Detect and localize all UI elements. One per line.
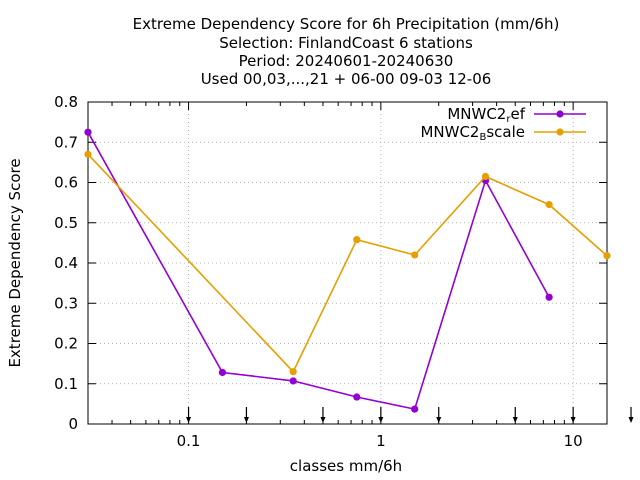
class-markers bbox=[186, 407, 634, 423]
data-point bbox=[411, 251, 419, 259]
title-line-1: Extreme Dependency Score for 6h Precipit… bbox=[133, 15, 560, 33]
y-tick-label: 0.2 bbox=[54, 335, 78, 353]
data-point bbox=[84, 128, 92, 136]
data-point bbox=[481, 172, 490, 181]
title-line-2: Selection: FinlandCoast 6 stations bbox=[219, 34, 473, 52]
class-arrow-head bbox=[628, 417, 634, 423]
y-tick-label: 0.6 bbox=[54, 174, 78, 192]
legend-point bbox=[556, 110, 564, 118]
plot-frame bbox=[87, 101, 608, 425]
axis-ticks: 0 0.1 0.2 0.3 0.4 0.5 0.6 0.7 0.8 0.1 1 10 bbox=[54, 93, 607, 450]
y-tick-label: 0.3 bbox=[54, 294, 78, 312]
x-axis-label: classes mm/6h bbox=[290, 457, 402, 475]
chart-title: Extreme Dependency Score for 6h Precipit… bbox=[133, 15, 560, 88]
data-point bbox=[545, 201, 553, 209]
legend-label: MNWC2Bscale bbox=[420, 123, 525, 143]
data-point bbox=[353, 393, 361, 401]
data-point bbox=[218, 368, 227, 377]
legend-label-sub: B bbox=[479, 132, 486, 143]
grid bbox=[88, 102, 607, 424]
data-point bbox=[545, 293, 553, 301]
legend-label-main: MNWC2 bbox=[447, 105, 506, 123]
data-point bbox=[289, 377, 297, 385]
y-tick-label: 0.8 bbox=[54, 93, 78, 111]
y-tick-label: 0.1 bbox=[54, 375, 78, 393]
x-tick-label: 0.1 bbox=[177, 432, 201, 450]
legend-label-rest: scale bbox=[486, 123, 525, 141]
title-line-4: Used 00,03,...,21 + 06-00 09-03 12-06 bbox=[201, 70, 492, 88]
data-point bbox=[603, 252, 611, 260]
legend-label-sub: r bbox=[506, 114, 511, 125]
series bbox=[84, 128, 611, 413]
legend-label-main: MNWC2 bbox=[420, 123, 479, 141]
y-tick-label: 0 bbox=[68, 415, 78, 433]
legend-label-rest: ef bbox=[510, 105, 525, 123]
title-line-3: Period: 20240601-20240630 bbox=[239, 52, 454, 70]
legend-label: MNWC2ref bbox=[447, 105, 525, 125]
y-tick-label: 0.7 bbox=[54, 133, 78, 151]
series-line bbox=[87, 153, 608, 374]
legend-point bbox=[556, 128, 564, 136]
data-point bbox=[353, 236, 361, 244]
data-point bbox=[289, 368, 297, 376]
series-line bbox=[87, 131, 550, 411]
x-tick-label: 1 bbox=[376, 432, 386, 450]
y-axis-label: Extreme Dependency Score bbox=[6, 158, 24, 367]
y-tick-label: 0.5 bbox=[54, 214, 78, 232]
data-point bbox=[411, 405, 419, 413]
y-tick-label: 0.4 bbox=[54, 254, 78, 272]
data-point bbox=[84, 150, 92, 158]
x-tick-label: 10 bbox=[564, 432, 583, 450]
